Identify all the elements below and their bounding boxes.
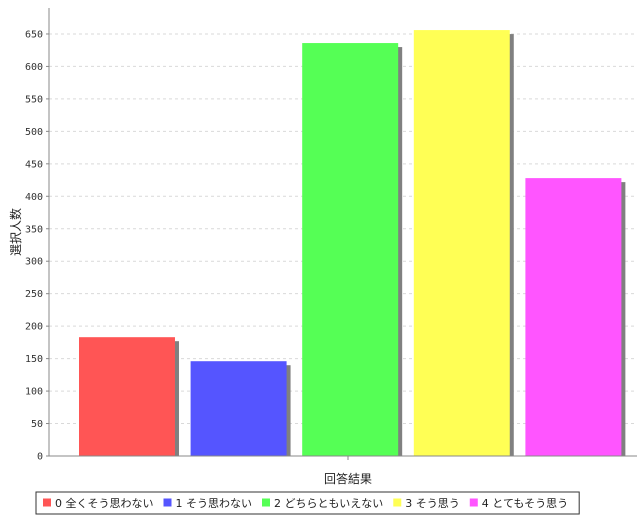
y-axis-ticks: 0 50 100 150 200 250 300 350 400 450 500 550 600 650 — [25, 29, 349, 463]
bar — [413, 30, 510, 456]
y-tick-label: 600 — [25, 62, 43, 73]
y-tick-label: 550 — [25, 94, 43, 105]
legend-swatch — [163, 498, 172, 507]
bar — [190, 361, 287, 456]
bar — [525, 178, 622, 456]
legend-label: 2 どちらともいえない — [274, 497, 383, 510]
legend-label: 0 全くそう思わない — [55, 496, 154, 510]
y-tick-label: 500 — [25, 127, 43, 138]
bar — [302, 43, 399, 456]
y-axis-title: 選択人数 — [8, 208, 23, 256]
bars — [79, 30, 626, 456]
legend-frame — [35, 491, 580, 515]
legend-swatch — [469, 498, 478, 507]
y-tick-label: 50 — [31, 419, 43, 430]
legend-label: 1 そう思わない — [176, 497, 253, 510]
legend-swatch — [262, 498, 270, 507]
y-tick-label: 0 — [37, 452, 43, 463]
y-tick-label: 400 — [25, 192, 43, 203]
legend-swatch — [43, 498, 51, 507]
legend-label: 4 とてもそう思う — [482, 497, 568, 510]
y-tick-label: 350 — [25, 224, 43, 235]
y-tick-label: 100 — [25, 387, 43, 398]
legend: 0 全くそう思わない 1 そう思わない 2 どちらともいえない 3 そう思う 4 とても… — [35, 491, 580, 515]
y-tick-label: 650 — [25, 29, 43, 40]
x-axis-title: 回答結果 — [324, 471, 372, 486]
y-tick-label: 250 — [25, 289, 43, 300]
bar — [79, 337, 175, 456]
y-tick-label: 450 — [25, 159, 43, 170]
y-tick-label: 300 — [25, 257, 43, 268]
legend-swatch — [393, 498, 402, 507]
legend-label: 3 そう思う — [405, 497, 460, 510]
y-tick-label: 150 — [25, 354, 43, 365]
y-tick-label: 200 — [25, 322, 43, 333]
axes — [48, 8, 637, 457]
